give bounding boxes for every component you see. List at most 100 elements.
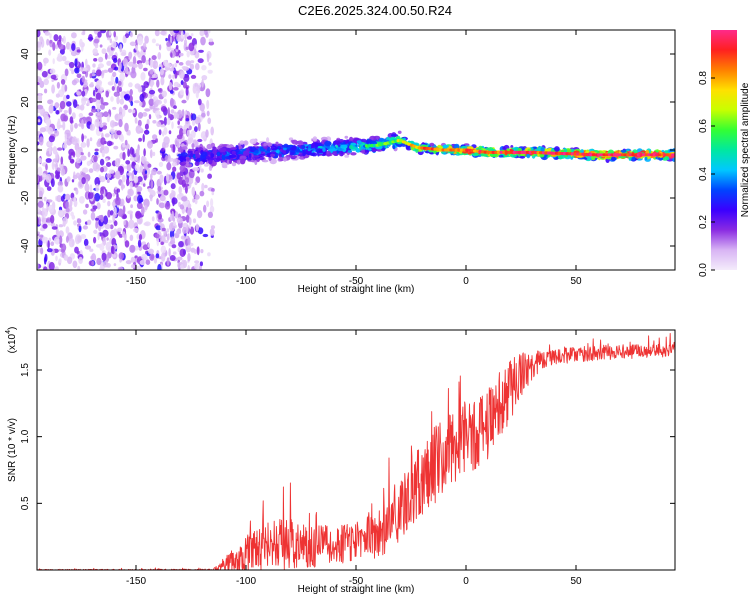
noise-speckle (71, 239, 75, 247)
noise-speckle (210, 225, 216, 230)
noise-speckle (206, 200, 210, 208)
noise-speckle (84, 97, 89, 101)
noise-speckle (118, 106, 123, 115)
noise-speckle (171, 161, 177, 167)
colorbar-axes: 0.0 0.2 0.4 0.6 0.8 (698, 71, 715, 277)
noise-speckle (152, 151, 156, 157)
noise-speckle (139, 101, 143, 107)
noise-speckle (164, 239, 169, 244)
noise-speckle (208, 62, 212, 66)
noise-speckle (102, 237, 107, 246)
noise-speckle (91, 108, 97, 113)
noise-speckle (137, 191, 141, 195)
noise-speckle (93, 229, 98, 234)
noise-speckle (156, 237, 160, 247)
ridge-blob (181, 146, 188, 150)
noise-speckle (173, 81, 180, 88)
noise-speckle (174, 62, 178, 68)
colorbar-strip (711, 30, 737, 270)
colorbar-tick-label: 0.6 (698, 119, 709, 133)
noise-speckle (207, 30, 211, 34)
noise-speckle (182, 201, 189, 207)
ridge-blob (367, 148, 372, 151)
noise-speckle (88, 112, 94, 117)
noise-speckle (45, 163, 48, 171)
noise-speckle (191, 143, 195, 148)
noise-speckle (207, 69, 213, 74)
noise-speckle (133, 175, 139, 184)
noise-speckle (136, 186, 143, 192)
noise-speckle (200, 131, 207, 140)
noise-speckle (121, 231, 126, 238)
noise-speckle (46, 248, 53, 253)
noise-speckle (99, 87, 104, 92)
noise-speckle (55, 44, 59, 50)
noise-speckle (43, 112, 49, 120)
noise-speckle (201, 182, 205, 192)
noise-speckle (163, 229, 167, 238)
noise-speckle (74, 142, 80, 151)
noise-speckle (138, 137, 143, 142)
noise-speckle (65, 235, 69, 243)
noise-speckle (194, 126, 198, 133)
noise-speckle (169, 255, 176, 261)
noise-speckle (101, 149, 105, 158)
snr-line (37, 332, 675, 570)
noise-speckle (184, 32, 187, 40)
noise-speckle (197, 58, 204, 64)
snr-x-tick-label: -150 (126, 576, 146, 587)
ridge-blob (266, 137, 270, 143)
noise-speckle (178, 186, 182, 194)
noise-speckle (175, 44, 179, 50)
noise-speckle (135, 45, 139, 51)
noise-speckle (144, 221, 151, 227)
noise-speckle (183, 74, 190, 82)
noise-speckle (82, 30, 86, 35)
noise-speckle (161, 152, 165, 159)
noise-speckle (113, 220, 118, 227)
noise-speckle (141, 241, 147, 246)
noise-speckle (95, 92, 102, 101)
noise-speckle (111, 246, 115, 255)
ridge-blob (277, 146, 281, 149)
noise-speckle (190, 33, 194, 37)
spectrogram-x-tick-label: 0 (463, 276, 469, 287)
noise-speckle (139, 259, 146, 266)
noise-speckle (118, 119, 123, 128)
noise-speckle (134, 117, 138, 124)
noise-speckle (78, 256, 83, 264)
ridge-blob (213, 157, 221, 163)
noise-speckle (184, 111, 187, 115)
noise-speckle (57, 118, 61, 124)
noise-speckle (163, 136, 170, 145)
noise-speckle (143, 198, 150, 208)
snr-x-label: Height of straight line (km) (298, 584, 415, 595)
noise-speckle (182, 226, 188, 234)
noise-speckle (152, 134, 158, 140)
noise-speckle (113, 263, 117, 267)
noise-speckle (127, 210, 134, 215)
noise-speckle (176, 34, 182, 42)
noise-speckle (159, 174, 164, 184)
ridge-blob (361, 149, 365, 154)
noise-speckle (117, 208, 124, 217)
colorbar: 0.0 0.2 0.4 0.6 0.8 Normalized spectral ampl… (698, 30, 750, 277)
noise-speckle (86, 138, 90, 148)
noise-speckle (100, 103, 105, 110)
noise-speckle (110, 128, 115, 135)
noise-speckle (53, 130, 60, 137)
noise-speckle (109, 38, 113, 44)
noise-speckle (92, 48, 98, 55)
noise-speckle (60, 79, 66, 85)
noise-speckle (195, 63, 200, 71)
noise-speckle (37, 61, 43, 71)
noise-speckle (169, 36, 173, 44)
ridge-blob (322, 147, 326, 152)
noise-speckle (99, 194, 104, 200)
noise-speckle (177, 256, 183, 261)
snr-x-tick-label: -50 (349, 576, 364, 587)
noise-speckle (151, 73, 158, 79)
ridge-blob (239, 140, 245, 145)
ridge-blob (442, 144, 449, 148)
noise-speckle (122, 58, 128, 67)
